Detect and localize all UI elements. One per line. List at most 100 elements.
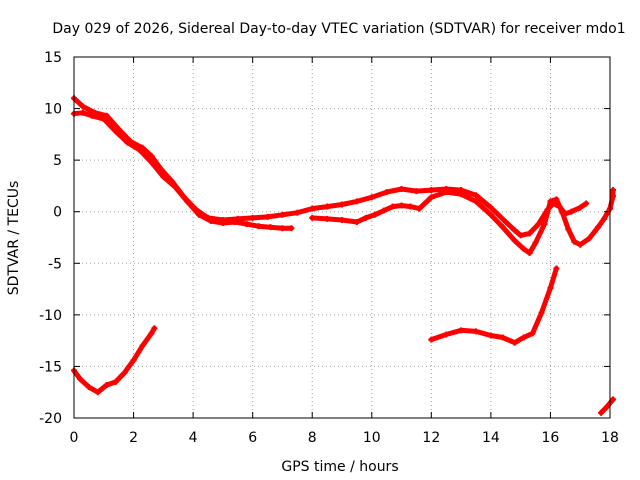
x-tick-label: 8 (308, 430, 317, 446)
y-tick-label: -15 (39, 359, 62, 375)
plot-frame (73, 56, 611, 419)
data-point (511, 339, 518, 346)
data-point (428, 336, 435, 343)
y-tick-label: -20 (39, 411, 62, 427)
data-point (559, 209, 566, 216)
data-point (100, 115, 107, 122)
x-tick-label: 18 (601, 430, 619, 446)
series-band (309, 187, 616, 256)
y-tick-label: 15 (44, 50, 62, 66)
data-point (487, 204, 494, 211)
data-point (428, 187, 435, 194)
data-point (151, 325, 158, 332)
data-point (609, 187, 616, 194)
x-tick-label: 16 (542, 430, 560, 446)
data-point (207, 217, 214, 224)
data-point (568, 208, 575, 215)
y-tick-label: 10 (44, 102, 62, 118)
data-point (279, 211, 286, 218)
data-point (103, 381, 110, 388)
series-band (428, 265, 559, 346)
x-tick-label: 4 (189, 430, 198, 446)
data-point (398, 202, 405, 209)
grid-lines (74, 57, 610, 418)
data-point (243, 221, 250, 228)
data-point (267, 224, 274, 231)
y-tick-label: 0 (53, 205, 62, 221)
data-point (294, 209, 301, 216)
data-point (148, 153, 155, 160)
data-point (416, 205, 423, 212)
data-point (595, 224, 602, 231)
data-point (219, 220, 226, 227)
data-point (130, 357, 137, 364)
data-point (499, 334, 506, 341)
data-point (368, 194, 375, 201)
data-point (231, 219, 238, 226)
data-point (532, 239, 539, 246)
data-point (526, 249, 533, 256)
data-point (502, 219, 509, 226)
data-point (538, 309, 545, 316)
data-point (547, 198, 554, 205)
data-point (473, 198, 479, 205)
x-tick-label: 6 (248, 430, 257, 446)
data-point (309, 205, 316, 212)
data-point (428, 194, 435, 201)
data-point (604, 403, 611, 410)
series-upper-track-b (71, 109, 295, 232)
data-point (339, 216, 345, 223)
data-point (571, 238, 578, 245)
data-point (184, 198, 191, 205)
data-point (339, 201, 345, 208)
data-point (85, 384, 92, 391)
data-point (499, 224, 506, 231)
data-point (553, 196, 560, 203)
y-tick-label: -5 (48, 256, 62, 272)
data-point (458, 327, 465, 334)
data-point (389, 203, 396, 210)
data-point (517, 232, 524, 239)
data-point (526, 230, 533, 237)
series-band (71, 95, 589, 238)
data-point (511, 237, 518, 244)
series-upper-track-c (309, 187, 616, 256)
data-point (148, 330, 155, 337)
data-point (511, 227, 518, 234)
x-tick-label: 2 (129, 430, 138, 446)
data-point (380, 207, 387, 214)
series-band (71, 110, 294, 231)
data-point (413, 188, 420, 195)
data-point (609, 396, 616, 403)
data-point (94, 389, 101, 396)
x-tick-label: 10 (363, 430, 381, 446)
data-point (398, 186, 405, 193)
data-point (79, 109, 86, 116)
y-tick-label: -10 (39, 308, 62, 324)
data-point (443, 331, 450, 338)
data-point (324, 203, 331, 210)
data-point (136, 146, 143, 153)
x-tick-label: 12 (422, 430, 440, 446)
data-point (139, 342, 146, 349)
data-point (196, 211, 203, 218)
data-point (407, 203, 414, 210)
data-point (487, 211, 494, 218)
x-axis-label: GPS time / hours (281, 459, 398, 475)
data-point (487, 332, 494, 339)
data-point (124, 139, 131, 146)
data-point (76, 375, 83, 382)
data-point (172, 183, 179, 190)
data-point (458, 191, 465, 198)
data-point (264, 213, 271, 220)
data-point (112, 128, 119, 135)
data-point (553, 265, 560, 272)
data-point (121, 369, 128, 376)
data-point (520, 245, 527, 252)
data-point (362, 214, 369, 221)
x-tick-label: 0 (70, 430, 79, 446)
data-point (279, 225, 286, 232)
data-point (309, 214, 316, 221)
series-lower-right (428, 265, 560, 346)
data-point (565, 226, 572, 233)
